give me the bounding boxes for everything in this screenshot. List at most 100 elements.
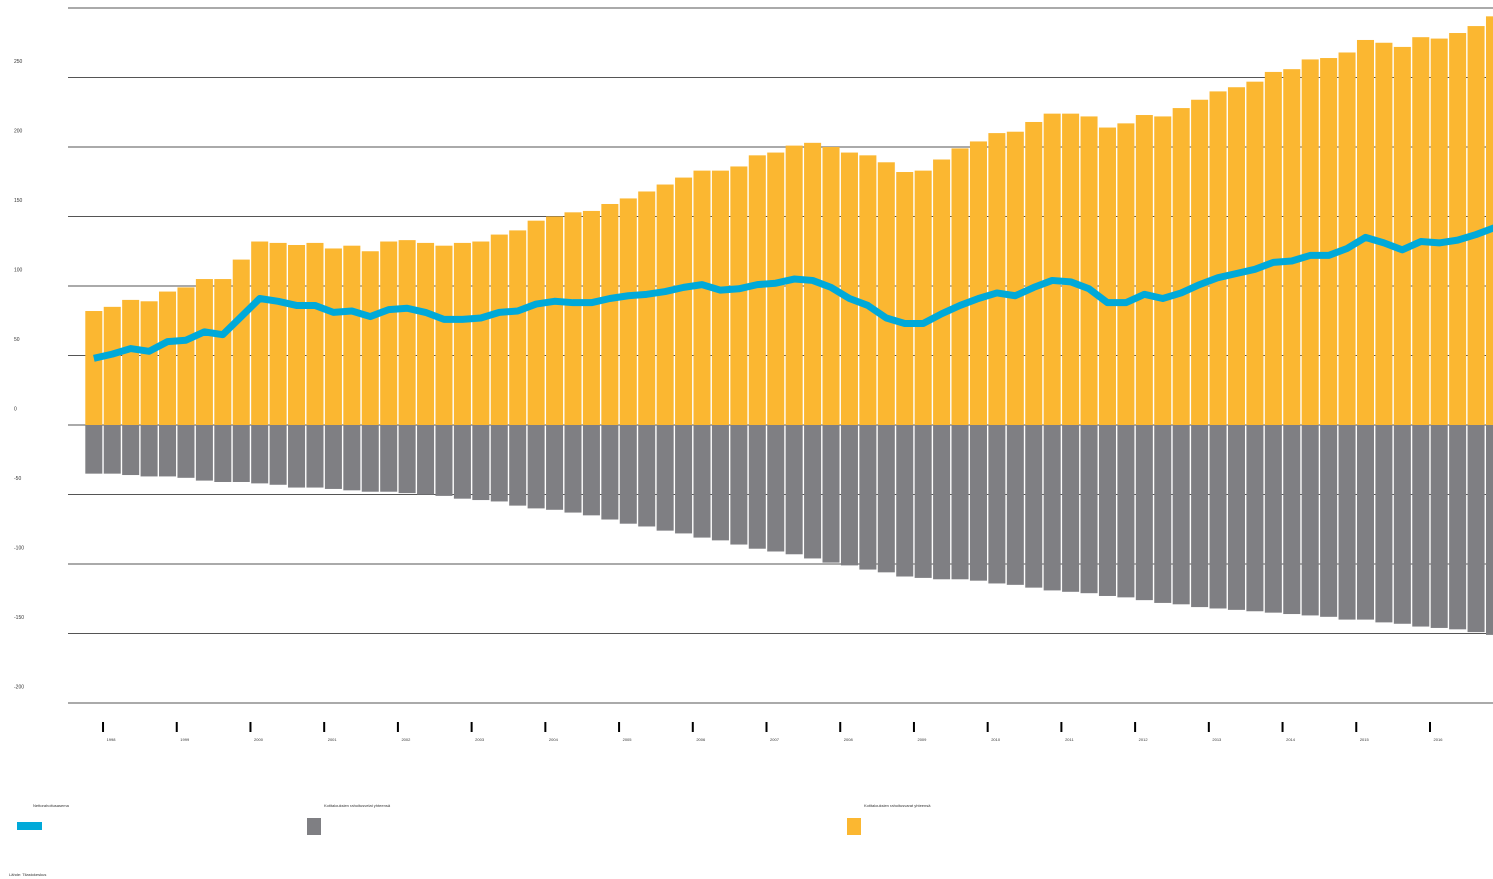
bar xyxy=(877,162,895,426)
legend-swatch xyxy=(17,822,42,830)
bar xyxy=(601,203,619,425)
bar xyxy=(656,425,674,531)
bar xyxy=(85,311,103,425)
bar xyxy=(177,287,195,425)
bar xyxy=(453,425,471,499)
bar xyxy=(1375,42,1393,425)
y-tick-label: -150 xyxy=(14,615,24,621)
bar xyxy=(1356,39,1374,425)
bar xyxy=(1393,46,1411,426)
bar xyxy=(748,425,766,549)
bar xyxy=(1301,59,1319,426)
bar xyxy=(306,425,324,488)
bar xyxy=(472,425,490,501)
bar xyxy=(1209,91,1227,426)
bar xyxy=(177,425,195,478)
bar xyxy=(159,425,177,477)
bar xyxy=(1098,127,1116,425)
bar xyxy=(896,425,914,577)
line xyxy=(93,224,1493,362)
bar xyxy=(1246,425,1264,612)
bar xyxy=(269,242,287,425)
bar xyxy=(785,145,803,426)
x-tick-label: 2005 xyxy=(623,737,633,742)
bar xyxy=(343,245,361,425)
bar xyxy=(1301,425,1319,616)
bar xyxy=(969,425,987,581)
bar xyxy=(988,425,1006,584)
bar xyxy=(1485,16,1493,426)
bar xyxy=(269,425,287,485)
bar xyxy=(1412,37,1430,425)
x-tick-label: 2001 xyxy=(328,737,338,742)
y-tick-label: -100 xyxy=(14,545,24,551)
bar xyxy=(1006,425,1024,585)
bar xyxy=(1283,69,1301,425)
bar xyxy=(306,242,324,425)
bar xyxy=(988,133,1006,425)
x-tick-label: 2002 xyxy=(401,737,411,742)
legend-swatch xyxy=(847,818,861,835)
bar xyxy=(1485,425,1493,635)
bar xyxy=(840,425,858,566)
bar xyxy=(1338,425,1356,620)
bar xyxy=(1172,425,1190,605)
bar xyxy=(656,184,674,425)
bar xyxy=(1191,99,1209,426)
bar xyxy=(601,425,619,520)
bar xyxy=(638,425,656,527)
bar xyxy=(122,425,140,476)
y-tick-label: 250 xyxy=(14,59,23,65)
bar xyxy=(251,425,269,484)
bar xyxy=(1025,121,1043,425)
bar xyxy=(103,425,121,474)
bar xyxy=(1227,87,1245,425)
y-tick-label: 50 xyxy=(14,337,20,343)
bar xyxy=(785,425,803,555)
bar xyxy=(398,240,416,425)
bar xyxy=(1080,425,1098,594)
bar xyxy=(1062,425,1080,592)
bar xyxy=(693,425,711,538)
y-tick-label: 0 xyxy=(14,406,17,412)
bar xyxy=(951,425,969,580)
bar xyxy=(361,425,379,492)
y-tick-label: 100 xyxy=(14,267,23,273)
x-tick-label: 2012 xyxy=(1139,737,1149,742)
bar xyxy=(1006,131,1024,425)
bar xyxy=(324,425,342,489)
bar xyxy=(380,241,398,425)
bar xyxy=(951,148,969,425)
bar xyxy=(564,425,582,513)
y-tick-label: -50 xyxy=(14,476,21,482)
bar xyxy=(324,248,342,425)
bar xyxy=(1430,38,1448,425)
bar xyxy=(1117,123,1135,426)
bar xyxy=(1412,425,1430,627)
bar xyxy=(1320,425,1338,617)
bar xyxy=(214,279,232,425)
bar xyxy=(490,234,508,425)
bar xyxy=(1191,425,1209,608)
bar xyxy=(509,425,527,506)
bar xyxy=(1320,58,1338,425)
legend-swatch xyxy=(307,818,321,835)
bar xyxy=(933,159,951,425)
y-tick-label: 200 xyxy=(14,128,23,134)
bar xyxy=(877,425,895,573)
x-tick-label: 2007 xyxy=(770,737,780,742)
x-tick-label: 2000 xyxy=(254,737,264,742)
x-tick-label: 2015 xyxy=(1360,737,1370,742)
bar xyxy=(582,210,600,425)
bar xyxy=(1283,425,1301,615)
bar xyxy=(251,241,269,425)
bar xyxy=(564,212,582,425)
bar xyxy=(1135,115,1153,425)
legend-label: Kotitalouksien rahoitusvarat yhteensä xyxy=(864,803,931,808)
bar xyxy=(1264,71,1282,425)
bar xyxy=(730,166,748,425)
bar xyxy=(1227,425,1245,610)
bar xyxy=(509,230,527,425)
bar xyxy=(859,155,877,425)
bar xyxy=(103,306,121,425)
